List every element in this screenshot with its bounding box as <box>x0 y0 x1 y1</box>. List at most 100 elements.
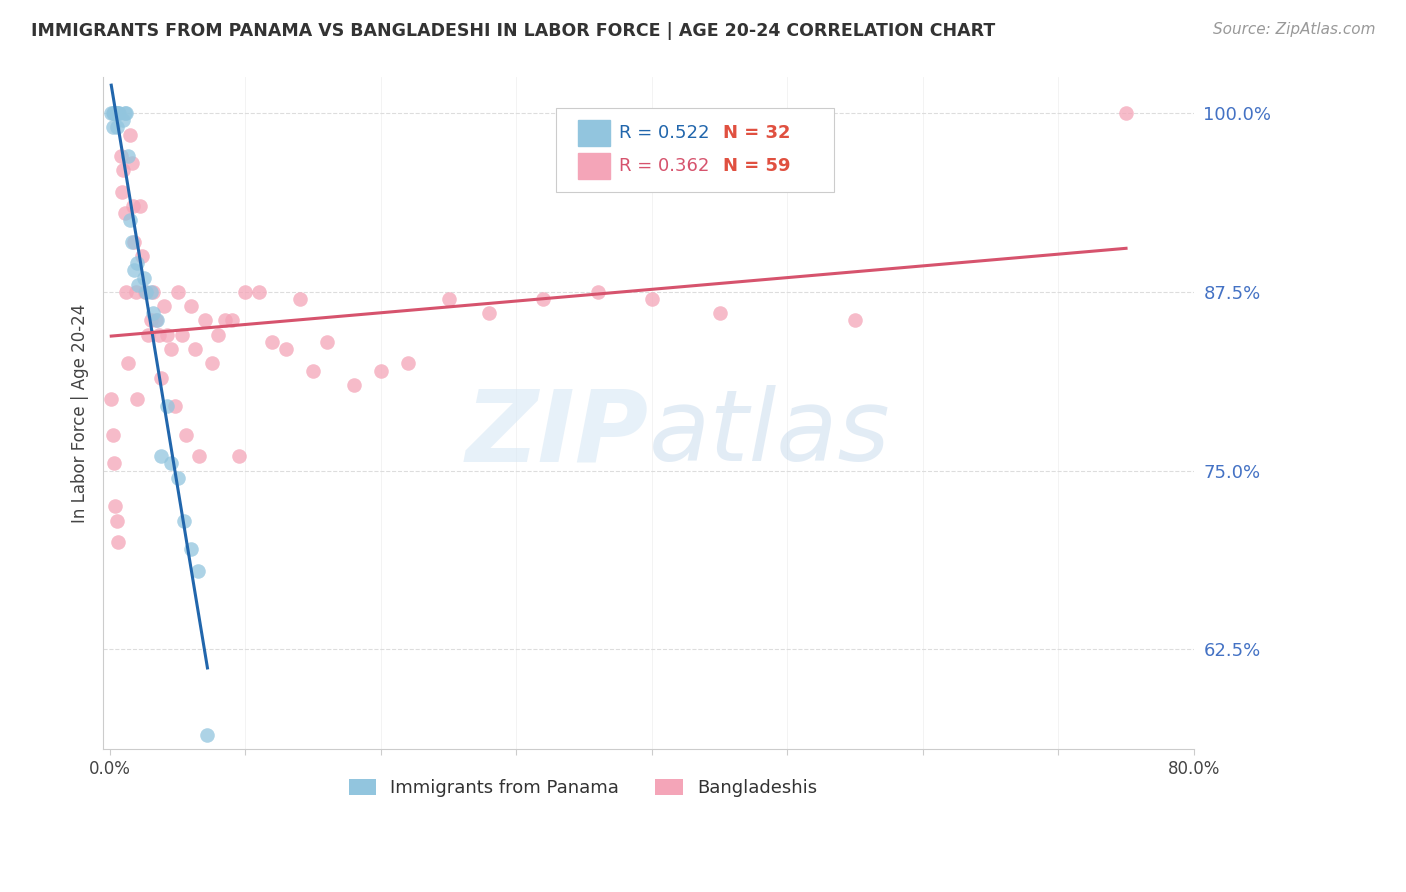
Point <box>187 564 209 578</box>
Point <box>153 299 176 313</box>
Point <box>235 285 257 299</box>
Point <box>131 249 153 263</box>
Point <box>214 313 236 327</box>
Point <box>101 120 124 135</box>
Point <box>166 471 188 485</box>
Point <box>103 457 125 471</box>
Point <box>641 292 664 306</box>
Point <box>121 235 143 249</box>
Text: R = 0.362: R = 0.362 <box>619 157 710 175</box>
Point <box>124 235 146 249</box>
Point <box>174 428 197 442</box>
Point <box>586 285 609 299</box>
Point <box>107 535 129 549</box>
Point <box>139 285 162 299</box>
Point <box>262 334 284 349</box>
Text: N = 59: N = 59 <box>723 157 790 175</box>
Point <box>108 106 131 120</box>
Point <box>709 306 731 320</box>
Point <box>100 106 122 120</box>
Point <box>146 313 169 327</box>
Text: N = 32: N = 32 <box>723 124 790 142</box>
Point <box>127 277 149 292</box>
Point <box>103 106 125 120</box>
Point <box>194 313 217 327</box>
Point <box>105 514 128 528</box>
Point <box>114 206 136 220</box>
Point <box>125 392 148 406</box>
Point <box>115 106 138 120</box>
Point <box>166 285 188 299</box>
Point <box>533 292 555 306</box>
Point <box>437 292 460 306</box>
Point <box>117 149 139 163</box>
Point <box>101 106 124 120</box>
Point <box>121 156 143 170</box>
Point <box>100 392 122 406</box>
Point <box>124 285 146 299</box>
Point <box>128 199 150 213</box>
Text: IMMIGRANTS FROM PANAMA VS BANGLADESHI IN LABOR FORCE | AGE 20-24 CORRELATION CHA: IMMIGRANTS FROM PANAMA VS BANGLADESHI IN… <box>31 22 995 40</box>
Point <box>134 285 156 299</box>
Point <box>112 163 135 178</box>
Point <box>247 285 270 299</box>
Text: ZIP: ZIP <box>465 385 648 482</box>
Point <box>111 185 134 199</box>
Point <box>135 285 157 299</box>
Point <box>160 342 183 356</box>
Point <box>197 728 219 742</box>
Point <box>184 342 207 356</box>
Point <box>115 285 138 299</box>
Point <box>844 313 866 327</box>
Point <box>156 327 179 342</box>
FancyBboxPatch shape <box>555 108 834 192</box>
Point <box>110 149 132 163</box>
Point <box>124 263 146 277</box>
Point <box>170 327 193 342</box>
Point <box>315 334 337 349</box>
Point <box>180 542 202 557</box>
Point <box>396 356 419 370</box>
Point <box>142 306 165 320</box>
Point <box>125 256 148 270</box>
Point <box>120 128 142 142</box>
Point <box>180 299 202 313</box>
Point <box>343 377 366 392</box>
Point <box>105 120 128 135</box>
Point <box>107 106 129 120</box>
Point <box>104 106 127 120</box>
Point <box>148 327 170 342</box>
Point <box>101 428 124 442</box>
Point <box>160 457 183 471</box>
Point <box>478 306 501 320</box>
Point <box>112 113 135 128</box>
Point <box>1115 106 1137 120</box>
Point <box>302 363 325 377</box>
Point <box>122 199 145 213</box>
Point <box>207 327 229 342</box>
Point <box>105 106 128 120</box>
Y-axis label: In Labor Force | Age 20-24: In Labor Force | Age 20-24 <box>72 304 89 523</box>
Point <box>132 270 155 285</box>
Point <box>200 356 222 370</box>
Point <box>163 399 186 413</box>
Text: Source: ZipAtlas.com: Source: ZipAtlas.com <box>1212 22 1375 37</box>
Bar <box>578 153 610 179</box>
Point <box>370 363 392 377</box>
Point <box>173 514 195 528</box>
Point <box>114 106 136 120</box>
Point <box>221 313 243 327</box>
Point <box>150 450 173 464</box>
Point <box>228 450 250 464</box>
Point <box>142 285 165 299</box>
Point <box>156 399 179 413</box>
Point <box>104 500 127 514</box>
Point <box>103 106 125 120</box>
Point <box>145 313 167 327</box>
Point <box>150 370 173 384</box>
Point <box>120 213 142 227</box>
Legend: Immigrants from Panama, Bangladeshis: Immigrants from Panama, Bangladeshis <box>342 772 824 805</box>
Point <box>136 327 159 342</box>
Point <box>188 450 211 464</box>
Bar <box>578 120 610 146</box>
